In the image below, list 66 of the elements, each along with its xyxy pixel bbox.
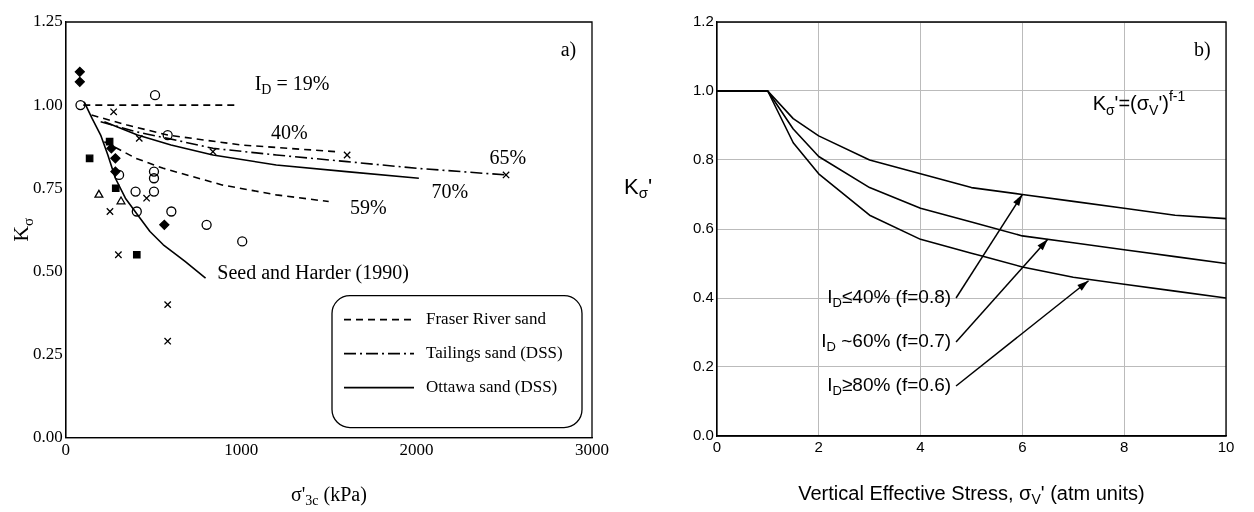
point xyxy=(142,194,151,203)
point xyxy=(75,99,86,111)
point xyxy=(201,219,212,230)
annotation: 65% xyxy=(489,146,527,169)
point xyxy=(343,151,351,159)
x-tick-label: 6 xyxy=(1018,438,1027,456)
point xyxy=(162,129,173,141)
point xyxy=(94,189,104,198)
point xyxy=(132,250,141,259)
point xyxy=(148,166,160,177)
x-tick-label: 2 xyxy=(814,438,823,456)
y-tick-label: 0.0 xyxy=(692,426,714,444)
point xyxy=(149,90,161,101)
y-tick-label: 0.25 xyxy=(33,343,63,363)
point xyxy=(74,66,85,78)
point xyxy=(209,147,217,156)
annotation: 59% xyxy=(350,196,387,219)
x-tick-label: 1000 xyxy=(224,440,259,460)
legend-label: Ottawa sand (DSS) xyxy=(426,377,558,397)
point xyxy=(163,337,172,346)
point xyxy=(131,206,142,217)
y-tick-label: 1.25 xyxy=(33,11,63,31)
point xyxy=(74,76,85,87)
y-tick-label: 0.4 xyxy=(692,288,714,306)
y-tick-label: 1.0 xyxy=(692,81,714,99)
point xyxy=(106,207,114,216)
point xyxy=(148,186,160,197)
point xyxy=(159,219,170,230)
annotation: 40% xyxy=(271,121,308,144)
y-tick-label: 1.00 xyxy=(33,94,63,114)
x-tick-label: 2000 xyxy=(399,440,434,460)
point xyxy=(166,206,177,217)
point xyxy=(114,250,123,259)
annotation: a) xyxy=(560,38,577,62)
point xyxy=(135,134,144,143)
point xyxy=(111,184,120,193)
point xyxy=(148,173,160,184)
point xyxy=(109,107,118,116)
point xyxy=(130,186,141,197)
legend-label: Tailings sand (DSS) xyxy=(426,343,563,363)
y-tick-label: 0.6 xyxy=(692,219,714,237)
annotation: b) xyxy=(1194,38,1211,62)
y-axis-title: Kσ xyxy=(7,217,36,242)
x-tick-label: 10 xyxy=(1217,438,1235,456)
y-tick-label: 0.75 xyxy=(33,177,63,197)
legend-label: Fraser River sand xyxy=(426,309,547,329)
point xyxy=(106,143,117,154)
point xyxy=(502,171,510,179)
y-tick-label: 0.8 xyxy=(692,150,714,168)
y-tick-label: 0.50 xyxy=(33,260,63,280)
x-tick-label: 8 xyxy=(1120,438,1129,456)
y-tick-label: 1.2 xyxy=(692,12,714,30)
y-tick-label: 0.2 xyxy=(692,357,714,375)
point xyxy=(116,196,126,205)
point xyxy=(163,300,172,309)
annotation: 70% xyxy=(431,179,469,202)
x-tick-label: 3000 xyxy=(575,440,609,460)
annotation: Seed and Harder (1990) xyxy=(217,260,409,284)
x-tick-label: 0 xyxy=(61,440,70,460)
y-tick-label: 0.00 xyxy=(33,427,63,447)
point xyxy=(237,236,248,247)
x-tick-label: 0 xyxy=(712,438,722,456)
point xyxy=(110,153,121,164)
point xyxy=(85,154,94,163)
x-tick-label: 4 xyxy=(916,438,925,456)
point xyxy=(113,169,125,181)
